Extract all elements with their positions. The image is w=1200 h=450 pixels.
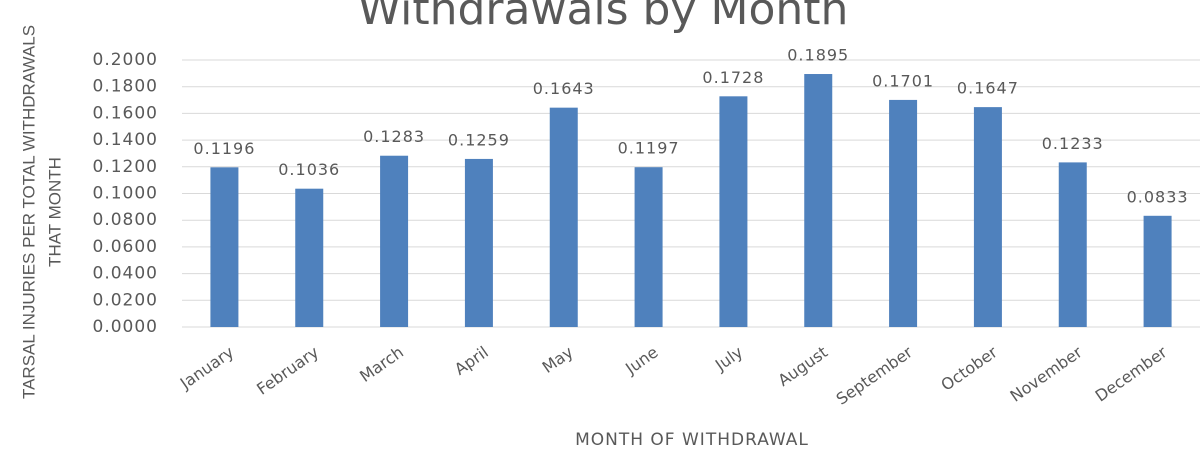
data-label: 0.1259: [448, 130, 510, 149]
x-tick-label: April: [451, 342, 492, 379]
data-label: 0.1701: [872, 71, 934, 90]
bar: [804, 74, 833, 327]
data-label: 0.1647: [957, 79, 1019, 98]
y-tick-label: 0.1400: [93, 130, 158, 150]
data-label: 0.1643: [533, 79, 595, 98]
chart-title: Withdrawals by Month: [358, 0, 849, 35]
y-tick-label: 0.0400: [93, 264, 158, 284]
x-tick-label: May: [539, 342, 577, 377]
x-tick-label: July: [711, 342, 746, 375]
y-axis-label: THAT MONTH: [45, 157, 64, 267]
y-tick-label: 0.0200: [93, 290, 158, 310]
x-tick-label: September: [833, 342, 917, 409]
bar: [973, 107, 1002, 327]
y-tick-label: 0.0000: [93, 317, 158, 337]
data-label: 0.1036: [278, 160, 340, 179]
x-tick-label: November: [1007, 342, 1086, 406]
bar: [380, 155, 409, 327]
y-tick-label: 0.0600: [93, 237, 158, 257]
bar: [719, 96, 748, 327]
x-tick-label: January: [176, 342, 237, 393]
bar: [1143, 215, 1172, 327]
y-tick-label: 0.0800: [93, 210, 158, 230]
x-tick-label: March: [356, 342, 407, 386]
x-tick-label: October: [937, 342, 1001, 395]
x-tick-label: June: [621, 342, 661, 378]
data-label: 0.1895: [787, 46, 849, 65]
x-tick-label: February: [253, 342, 322, 398]
data-label: 0.0833: [1127, 187, 1189, 206]
bar: [634, 167, 663, 327]
y-tick-label: 0.1800: [93, 77, 158, 97]
y-tick-label: 0.2000: [93, 50, 158, 70]
data-label: 0.1283: [363, 127, 425, 146]
x-tick-label: August: [774, 342, 831, 390]
y-axis-label: TARSAL INJURIES PER TOTAL WITHDRAWALS: [19, 25, 38, 399]
bar: [464, 158, 493, 327]
x-tick-label: December: [1092, 342, 1171, 405]
data-label: 0.1233: [1042, 134, 1104, 153]
x-axis-label: MONTH OF WITHDRAWAL: [575, 430, 809, 450]
y-tick-label: 0.1000: [93, 184, 158, 204]
bar: [889, 99, 918, 327]
y-tick-label: 0.1600: [93, 103, 158, 123]
data-label: 0.1196: [193, 139, 255, 158]
bar: [1058, 162, 1087, 327]
bar: [295, 188, 324, 327]
y-tick-label: 0.1200: [93, 157, 158, 177]
bar: [549, 107, 578, 327]
data-label: 0.1728: [702, 68, 764, 87]
bar: [210, 167, 239, 327]
data-label: 0.1197: [618, 139, 680, 158]
